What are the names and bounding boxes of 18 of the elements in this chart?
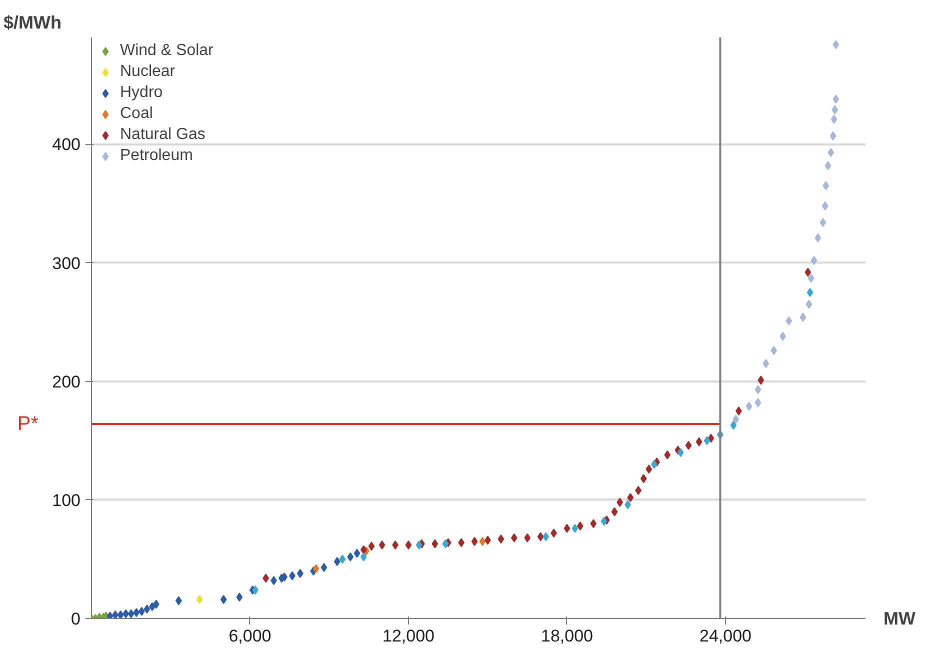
legend-label: Wind & Solar bbox=[120, 42, 214, 60]
x-tick-label: 12,000 bbox=[382, 626, 434, 646]
legend-label: Natural Gas bbox=[120, 126, 206, 144]
x-tick-label: 6,000 bbox=[228, 626, 272, 646]
legend-label: Hydro bbox=[120, 84, 163, 102]
y-tick-label: 400 bbox=[52, 135, 81, 154]
x-tick-label: 24,000 bbox=[699, 626, 752, 646]
x-tick-label: 18,000 bbox=[540, 626, 593, 646]
y-tick-label: 100 bbox=[52, 490, 81, 510]
legend-label: Nuclear bbox=[120, 63, 176, 81]
legend-label: Coal bbox=[120, 105, 153, 123]
legend-label: Petroleum bbox=[120, 147, 193, 165]
y-tick-label: 0 bbox=[71, 610, 81, 628]
y-tick-label: 300 bbox=[52, 254, 81, 273]
ref-line-label: P* bbox=[17, 413, 39, 436]
y-tick-label: 200 bbox=[52, 372, 81, 392]
y-axis-title: $/MWh bbox=[4, 12, 62, 32]
x-axis-title: MW bbox=[884, 608, 916, 628]
